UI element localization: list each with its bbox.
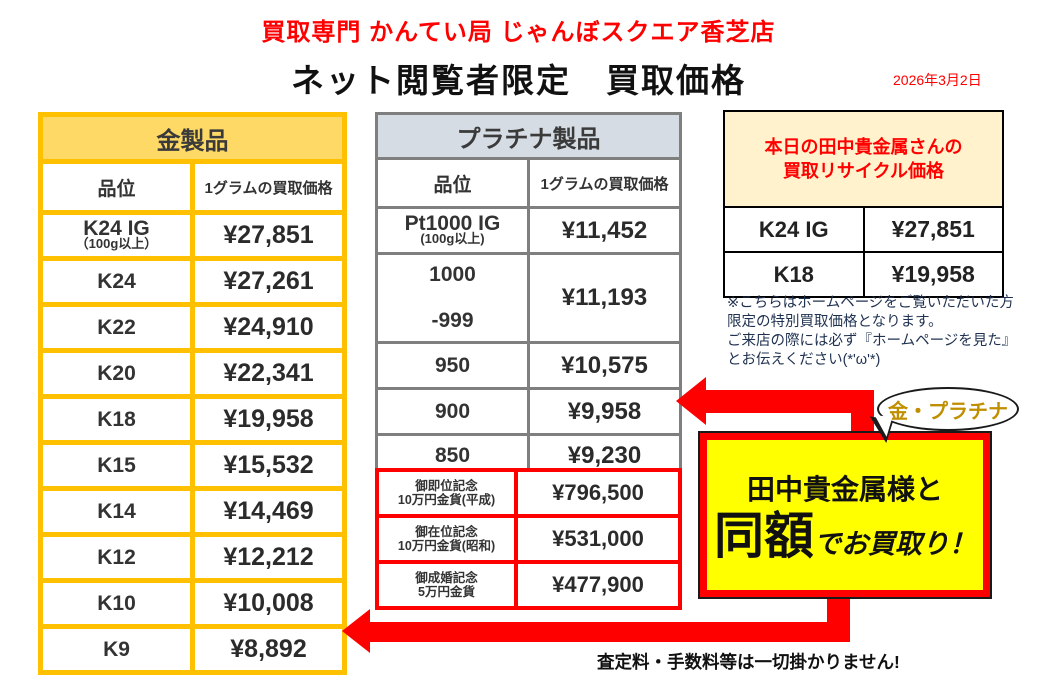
tanaka-panel-title: 本日の田中貴金属さんの 買取リサイクル価格 — [723, 110, 1004, 208]
table-row: 950 ¥10,575 — [378, 344, 679, 387]
table-row: 900 ¥9,958 — [378, 390, 679, 433]
grade-cell: K24 IG （100g以上） — [43, 215, 190, 256]
table-row: K18 ¥19,958 — [723, 251, 1004, 298]
table-row: K24 ¥27,261 — [43, 261, 342, 302]
grade-cell: K24 IG — [723, 206, 865, 253]
same-price-promo-box: 田中貴金属様と 同額 でお買取り！ — [700, 433, 990, 597]
grade-cell: K14 — [43, 491, 190, 532]
grade-cell: K9 — [43, 629, 190, 670]
price-cell: ¥14,469 — [195, 491, 342, 532]
gold-table-title: 金製品 — [43, 117, 342, 159]
gold-platinum-bubble: 金・プラチナ — [877, 387, 1019, 431]
gold-col-grade: 品位 — [43, 164, 190, 210]
grade-cell: 950 — [378, 344, 527, 387]
date-label: 2026年3月2日 — [893, 72, 982, 88]
table-row: Pt1000 IG (100g以上) ¥11,452 — [378, 209, 679, 252]
upper-arrow-bar — [704, 390, 874, 413]
grade-cell: K24 — [43, 261, 190, 302]
table-row: K20 ¥22,341 — [43, 353, 342, 394]
grade-cell: K18 — [43, 399, 190, 440]
coin-label-cell: 御即位記念 10万円金貨(平成) — [379, 472, 514, 514]
commemorative-coin-table: 御即位記念 10万円金貨(平成) ¥796,500 御在位記念 10万円金貨(昭… — [375, 468, 682, 610]
price-cell: ¥27,261 — [195, 261, 342, 302]
table-row: 御在位記念 10万円金貨(昭和) ¥531,000 — [379, 518, 678, 560]
promo-line2-rest: でお買取り！ — [814, 529, 976, 559]
gold-col-price: 1グラムの買取価格 — [195, 164, 342, 210]
price-cell: ¥531,000 — [518, 518, 678, 560]
grade-cell: K10 — [43, 583, 190, 624]
table-row: K22 ¥24,910 — [43, 307, 342, 348]
fees-note: 査定料・手数料等は一切掛かりません! — [597, 652, 900, 672]
table-row: K18 ¥19,958 — [43, 399, 342, 440]
platinum-price-table: プラチナ製品 品位 1グラムの買取価格 Pt1000 IG (100g以上) ¥… — [375, 112, 682, 479]
price-cell: ¥15,532 — [195, 445, 342, 486]
table-row: K24 IG （100g以上） ¥27,851 — [43, 215, 342, 256]
homepage-note-line1: ※こちらはホームページをご覧いただいた方限定の特別買取価格となります。 — [727, 295, 1014, 330]
table-row: K9 ¥8,892 — [43, 629, 342, 670]
table-row: 1000 -999 ¥11,193 — [378, 255, 679, 341]
price-cell: ¥24,910 — [195, 307, 342, 348]
price-cell: ¥22,341 — [195, 353, 342, 394]
homepage-note-line2: ご来店の際には必ず『ホームページを見た』とお伝えください(*'ω'*) — [727, 333, 1017, 368]
table-row: 御即位記念 10万円金貨(平成) ¥796,500 — [379, 472, 678, 514]
table-row: K14 ¥14,469 — [43, 491, 342, 532]
bubble-tail-fill — [871, 414, 893, 438]
grade-cell: K20 — [43, 353, 190, 394]
promo-line1: 田中貴金属様と — [746, 474, 943, 505]
platinum-col-grade: 品位 — [378, 160, 527, 206]
price-cell: ¥10,575 — [530, 344, 679, 387]
grade-cell: K22 — [43, 307, 190, 348]
table-row: K24 IG ¥27,851 — [723, 206, 1004, 253]
grade-cell: 900 — [378, 390, 527, 433]
price-cell: ¥11,193 — [530, 255, 679, 341]
store-title: 買取専門 かんてい局 じゃんぼスクエア香芝店 — [261, 19, 776, 46]
upper-arrow-head-icon — [676, 377, 706, 425]
promo-line2: 同額 でお買取り！ — [714, 510, 976, 562]
price-cell: ¥477,900 — [518, 564, 678, 606]
price-cell: ¥10,008 — [195, 583, 342, 624]
price-cell: ¥9,958 — [530, 390, 679, 433]
grade-cell: K15 — [43, 445, 190, 486]
grade-cell: K12 — [43, 537, 190, 578]
price-cell: ¥12,212 — [195, 537, 342, 578]
price-cell: ¥796,500 — [518, 472, 678, 514]
grade-cell: Pt1000 IG (100g以上) — [378, 209, 527, 252]
price-cell: ¥19,958 — [862, 251, 1004, 298]
grade-cell: 1000 -999 — [378, 255, 527, 341]
lower-arrow-head-icon — [342, 609, 370, 653]
table-row: 御成婚記念 5万円金貨 ¥477,900 — [379, 564, 678, 606]
lower-arrow-bar — [360, 622, 850, 642]
homepage-note: ※こちらはホームページをご覧いただいた方限定の特別買取価格となります。 ご来店の… — [727, 294, 1017, 370]
promo-same-amount: 同額 — [714, 508, 814, 564]
lower-arrow-vertical — [827, 595, 850, 624]
platinum-table-title: プラチナ製品 — [378, 115, 679, 157]
tanaka-reference-table: 本日の田中貴金属さんの 買取リサイクル価格 K24 IG ¥27,851 K18… — [723, 110, 1004, 298]
price-cell: ¥27,851 — [195, 215, 342, 256]
upper-arrow-vertical — [851, 390, 874, 437]
price-cell: ¥11,452 — [530, 209, 679, 252]
price-cell: ¥19,958 — [195, 399, 342, 440]
gold-price-table: 金製品 品位 1グラムの買取価格 K24 IG （100g以上） ¥27,851… — [38, 112, 347, 675]
platinum-col-price: 1グラムの買取価格 — [530, 160, 679, 206]
price-cell: ¥27,851 — [862, 206, 1004, 253]
page-title: ネット閲覧者限定 買取価格 — [291, 62, 746, 99]
coin-label-cell: 御成婚記念 5万円金貨 — [379, 564, 514, 606]
table-row: K15 ¥15,532 — [43, 445, 342, 486]
price-cell: ¥8,892 — [195, 629, 342, 670]
table-row: K12 ¥12,212 — [43, 537, 342, 578]
coin-label-cell: 御在位記念 10万円金貨(昭和) — [379, 518, 514, 560]
grade-cell: K18 — [723, 251, 865, 298]
table-row: K10 ¥10,008 — [43, 583, 342, 624]
